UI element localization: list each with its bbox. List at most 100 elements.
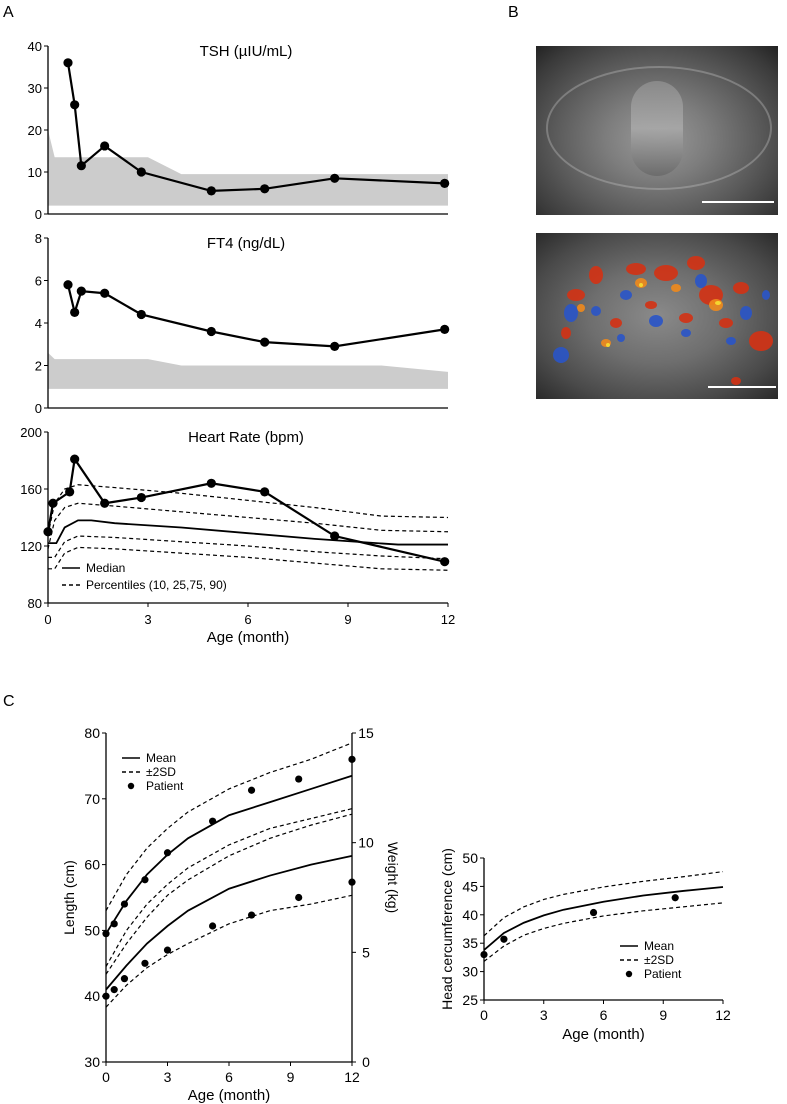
x-tick-label: 9 (344, 612, 351, 627)
legend-swatch-dot (625, 970, 633, 978)
chart-tsh: 0 10 20 30 40 TSH (µIU/mL) (28, 39, 450, 222)
chart-hr: 80 120 160 200 0 3 6 9 12 Heart Rate (bpm) Age (mo… (20, 425, 455, 646)
data-point (260, 337, 270, 347)
chart-title: Heart Rate (bpm) (188, 429, 304, 446)
series-weight-2sd-line (105, 813, 353, 975)
x-tick-label: 9 (287, 1069, 295, 1085)
legend-label: Percentiles (10, 25,75, 90) (86, 578, 227, 592)
legend-label: Mean (644, 939, 674, 953)
x-tick-label: 6 (225, 1069, 233, 1085)
ultrasound-grayscale-image (536, 46, 778, 215)
data-point (102, 992, 110, 1000)
legend-label: ±2SD (146, 765, 176, 779)
chart-ft4: 0 2 4 6 8 FT4 (ng/dL) (35, 231, 450, 416)
y-tick-label: 50 (462, 850, 478, 866)
data-point (500, 935, 508, 943)
data-point (209, 922, 217, 930)
x-tick-label: 0 (480, 1007, 488, 1023)
data-point (70, 307, 80, 317)
y-tick-label: 0 (35, 401, 42, 416)
data-point (295, 893, 303, 902)
series-length-mean-line (105, 774, 353, 935)
x-tick-label: 3 (144, 612, 151, 627)
y-tick-label: 8 (35, 231, 42, 246)
x-tick-label: 0 (102, 1069, 110, 1085)
y2-tick-label: 15 (358, 725, 374, 741)
x-tick-label: 6 (244, 612, 251, 627)
series-p75-line (47, 502, 449, 549)
y-tick-label: 20 (28, 123, 42, 138)
series-length-2sd-line (105, 742, 353, 911)
ultrasound-doppler-image (536, 233, 778, 399)
x-tick-label: 3 (540, 1007, 548, 1023)
series-patient-line (46, 456, 445, 563)
data-point (209, 817, 217, 825)
data-point (206, 326, 216, 337)
series-weight-2sd-line (105, 894, 353, 1008)
y-tick-label: 80 (28, 596, 42, 611)
x-tick-label: 6 (600, 1007, 608, 1023)
chart-head: 25 30 35 40 45 50 0 3 6 9 12 Age (month) Head cercum… (439, 848, 731, 1043)
y-tick-label: 160 (20, 482, 42, 497)
y-tick-label: 6 (35, 274, 42, 289)
data-point (671, 894, 679, 902)
data-point (63, 58, 73, 68)
data-point (70, 454, 80, 464)
data-point (120, 900, 129, 908)
scale-bar (702, 201, 774, 203)
data-point (136, 492, 146, 503)
data-point (76, 286, 86, 296)
data-point (48, 498, 58, 508)
data-point (330, 173, 340, 183)
x-axis-label: Age (month) (207, 629, 290, 646)
data-point (120, 975, 129, 983)
data-point (110, 986, 118, 994)
y-tick-label: 25 (462, 992, 478, 1008)
y2-axis-label: Weight (kg) (385, 842, 401, 913)
series-patient-line (66, 284, 445, 348)
doppler-color-overlay (553, 256, 776, 388)
y-tick-label: 40 (462, 907, 478, 923)
series-p90-line (47, 484, 449, 535)
data-point (110, 920, 118, 928)
y-tick-label: 60 (84, 857, 100, 873)
series-hc-2sd-line (483, 902, 724, 962)
y-tick-label: 4 (35, 316, 42, 331)
series-p10-line (48, 546, 449, 571)
data-point (141, 959, 149, 967)
y-tick-label: 10 (28, 165, 42, 180)
data-point (440, 178, 450, 188)
panel-label-b: B (508, 4, 519, 21)
x-tick-label: 12 (344, 1069, 360, 1085)
x-tick-label: 12 (715, 1007, 731, 1023)
data-point (247, 911, 256, 919)
data-point (295, 775, 303, 783)
legend-label: Mean (146, 751, 176, 765)
data-point (247, 786, 256, 794)
data-point (136, 309, 146, 320)
data-point (43, 527, 53, 537)
x-tick-label: 9 (659, 1007, 667, 1023)
x-axis-label: Age (month) (188, 1087, 271, 1104)
y-tick-label: 45 (462, 878, 478, 894)
ultrasound-gland-shape (546, 66, 772, 190)
data-point (348, 755, 356, 763)
x-tick-label: 12 (441, 612, 455, 627)
series-weight-mean-line (105, 854, 353, 991)
legend-label: Median (86, 561, 125, 575)
y-tick-label: 2 (35, 359, 42, 374)
data-point (63, 280, 73, 290)
data-point (163, 946, 172, 954)
doppler-red-flow (561, 256, 773, 385)
reference-range-band (48, 130, 448, 206)
y-tick-label: 50 (84, 922, 100, 938)
y-axis-label: Head cercumference (cm) (439, 848, 455, 1010)
panel-label-a: A (3, 4, 14, 21)
panel-label-c: C (3, 693, 15, 710)
y-tick-label: 80 (84, 725, 100, 741)
series-hc-mean-line (483, 886, 724, 951)
data-point (70, 100, 80, 110)
reference-range-band (48, 352, 448, 389)
data-point (260, 184, 270, 194)
data-point (65, 487, 75, 497)
